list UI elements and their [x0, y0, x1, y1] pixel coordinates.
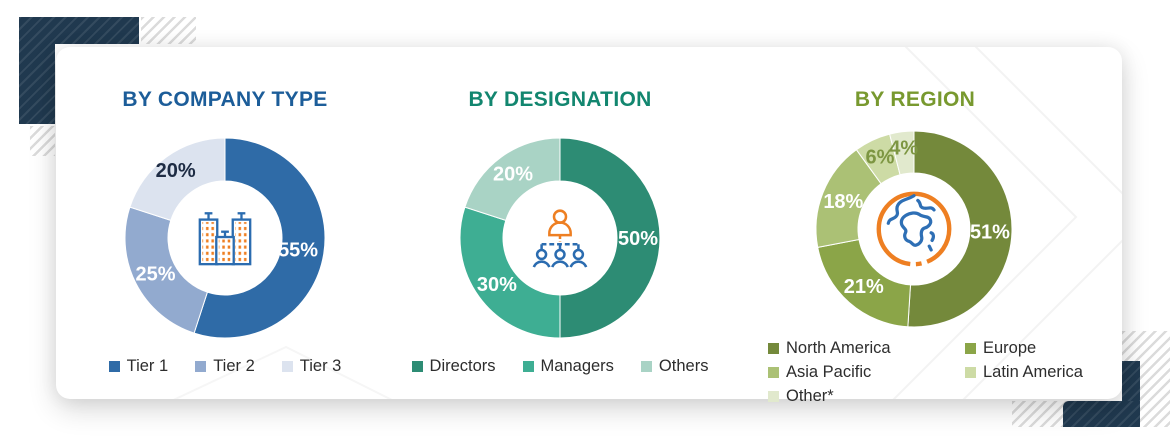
- legend-label: Europe: [983, 339, 1037, 357]
- legend-designation: Directors Managers Others: [405, 355, 715, 378]
- legend-swatch: [411, 361, 423, 372]
- buildings-icon: [198, 212, 252, 266]
- legend-item-managers: Managers: [522, 355, 614, 378]
- legend-swatch: [768, 391, 779, 402]
- hatch-pattern-top-left-lower: [30, 126, 55, 156]
- donut-slice-others: [464, 137, 561, 222]
- donut-slice-other-: [889, 130, 915, 176]
- legend-item-others: Others: [640, 355, 709, 378]
- legend-label: Asia Pacific: [786, 363, 872, 381]
- legend-item-tier-3: Tier 3: [281, 355, 342, 378]
- hatch-pattern-top-left: [141, 17, 196, 44]
- slice-percent-label: 25%: [135, 263, 175, 285]
- legend-item-asia-pacific: Asia Pacific: [768, 361, 938, 384]
- chart-title-designation: BY DESIGNATION: [468, 88, 652, 111]
- legend-label: Tier 3: [299, 357, 342, 375]
- legend-company-type: Tier 1 Tier 2 Tier 3: [70, 355, 380, 378]
- chart-section-designation: BY DESIGNATION 50% 30% 20%: [405, 70, 715, 390]
- chart-section-company-type: BY COMPANY TYPE 55% 25% 20%: [70, 70, 380, 390]
- legend-swatch: [522, 361, 534, 372]
- corner-accent-top-left-vertical: [19, 17, 55, 124]
- slice-percent-label: 6%: [865, 147, 894, 169]
- donut-slice-directors: [559, 137, 661, 339]
- legend-item-directors: Directors: [411, 355, 496, 378]
- donut-chart-company-type: 55% 25% 20%: [124, 137, 326, 339]
- legend-label: Others: [658, 357, 709, 375]
- legend-swatch: [281, 361, 293, 372]
- corner-accent-bottom-right: [1063, 401, 1140, 427]
- legend-swatch: [108, 361, 120, 372]
- legend-label: Latin America: [983, 363, 1083, 381]
- org-chart-icon: [532, 209, 588, 268]
- slice-percent-label: 20%: [493, 163, 533, 185]
- legend-label: North America: [786, 339, 891, 357]
- slice-percent-label: 20%: [156, 160, 196, 182]
- legend-swatch: [768, 343, 779, 354]
- legend-label: Other*: [786, 387, 834, 405]
- legend-item-latin-america: Latin America: [965, 361, 1083, 384]
- legend-swatch: [965, 343, 976, 354]
- donut-slice-tier-1: [193, 137, 326, 339]
- slice-percent-label: 21%: [844, 276, 884, 298]
- donut-slice-tier-3: [129, 137, 226, 222]
- chart-section-region: BY REGION 51% 21% 18% 6% 4% North America Eur…: [755, 70, 1083, 405]
- legend-item-other-: Other*: [768, 385, 938, 408]
- legend-label: Tier 2: [213, 357, 255, 375]
- donut-chart-designation: 50% 30% 20%: [459, 137, 661, 339]
- chart-title-region: BY REGION: [854, 88, 976, 111]
- legend-swatch: [640, 361, 652, 372]
- donut-chart-region: 51% 21% 18%6%4%: [815, 130, 1013, 328]
- legend-label: Tier 1: [126, 357, 169, 375]
- legend-item-europe: Europe: [965, 337, 1083, 360]
- charts-card: BY COMPANY TYPE 55% 25% 20%: [56, 47, 1122, 405]
- legend-label: Managers: [540, 357, 614, 375]
- slice-percent-label: 55%: [278, 240, 318, 262]
- legend-region: North America Europe Asia Pacific Latin Ame…: [768, 337, 1083, 408]
- legend-item-tier-2: Tier 2: [195, 355, 255, 378]
- legend-swatch: [965, 367, 976, 378]
- slice-percent-label: 4%: [889, 138, 918, 160]
- chart-title-company-type: BY COMPANY TYPE: [122, 88, 328, 111]
- slice-percent-label: 51%: [970, 221, 1010, 243]
- slice-percent-label: 50%: [618, 228, 658, 250]
- globe-icon: [876, 191, 952, 267]
- legend-item-tier-1: Tier 1: [108, 355, 169, 378]
- legend-label: Directors: [429, 357, 496, 375]
- legend-item-north-america: North America: [768, 337, 938, 360]
- donut-slice-managers: [459, 206, 561, 339]
- legend-swatch: [195, 361, 207, 372]
- legend-swatch: [768, 367, 779, 378]
- donut-slice-north-america: [907, 130, 1013, 328]
- slice-percent-label: 30%: [477, 274, 517, 296]
- slice-percent-label: 18%: [823, 191, 863, 213]
